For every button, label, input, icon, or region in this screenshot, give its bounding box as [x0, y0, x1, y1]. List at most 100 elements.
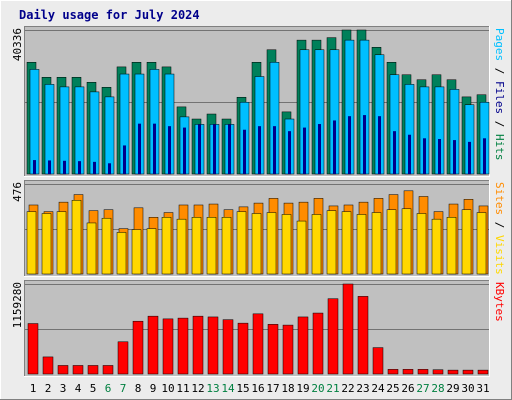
bar-kbytes-day-16 — [252, 313, 264, 375]
bar-kbytes-day-8 — [132, 320, 144, 375]
bar-pages-day-23 — [363, 115, 366, 174]
bar-visits-day-13 — [206, 217, 217, 275]
bar-visits-day-29 — [446, 217, 457, 275]
x-tick-label-day-25: 25 — [386, 382, 399, 395]
x-tick-label-day-14: 14 — [221, 382, 235, 395]
bar-kbytes-day-12 — [192, 315, 204, 375]
bar-visits-day-17 — [266, 212, 277, 275]
bar-pages-day-22 — [348, 116, 351, 174]
bar-pages-day-3 — [63, 160, 66, 174]
bar-kbytes-day-19 — [297, 316, 309, 375]
x-tick-label-day-3: 3 — [60, 382, 67, 395]
side-label-hits-files-pages-part-3: / — [493, 114, 506, 134]
bar-kbytes-day-4 — [72, 365, 84, 375]
bar-pages-day-7 — [123, 145, 126, 174]
bar-kbytes-day-31 — [477, 369, 489, 375]
x-tick-label-day-1: 1 — [30, 382, 37, 395]
bar-kbytes-day-15 — [237, 322, 249, 375]
bar-files-day-1 — [29, 69, 40, 175]
x-tick-label-day-17: 17 — [266, 382, 279, 395]
bar-kbytes-day-23 — [357, 296, 369, 375]
bar-kbytes-day-2 — [42, 356, 54, 375]
bar-visits-day-22 — [341, 211, 352, 275]
bar-pages-day-27 — [423, 138, 426, 174]
bar-pages-day-12 — [198, 124, 201, 174]
bar-kbytes-day-26 — [402, 369, 414, 375]
bar-kbytes-day-22 — [342, 283, 354, 375]
bar-kbytes-day-3 — [57, 365, 69, 375]
bar-visits-day-5 — [86, 222, 97, 275]
bar-visits-day-30 — [461, 209, 472, 275]
bar-visits-day-7 — [116, 232, 127, 275]
bar-kbytes-day-20 — [312, 312, 324, 375]
x-tick-label-day-12: 12 — [191, 382, 204, 395]
bar-kbytes-day-25 — [387, 369, 399, 375]
bar-files-day-4 — [74, 86, 85, 175]
bar-pages-day-13 — [213, 124, 216, 174]
x-tick-label-day-29: 29 — [446, 382, 459, 395]
bar-pages-day-29 — [453, 140, 456, 174]
bar-kbytes-day-10 — [162, 318, 174, 375]
bar-visits-day-23 — [356, 214, 367, 275]
bar-visits-day-9 — [146, 228, 157, 275]
bar-visits-day-28 — [431, 218, 442, 275]
x-tick-label-day-8: 8 — [135, 382, 142, 395]
x-tick-label-day-21: 21 — [326, 382, 339, 395]
x-tick-label-day-11: 11 — [176, 382, 189, 395]
bar-visits-day-15 — [236, 211, 247, 275]
bar-visits-day-26 — [401, 208, 412, 275]
chart-title: Daily usage for July 2024 — [19, 8, 200, 22]
bar-pages-day-9 — [153, 123, 156, 174]
ymax-label-hits-files-pages: 40336 — [11, 28, 24, 61]
bar-kbytes-day-11 — [177, 317, 189, 375]
bar-pages-day-16 — [258, 126, 261, 174]
bar-visits-day-25 — [386, 209, 397, 275]
x-tick-label-day-10: 10 — [161, 382, 174, 395]
x-tick-label-day-2: 2 — [45, 382, 52, 395]
bar-kbytes-day-13 — [207, 316, 219, 375]
bar-kbytes-day-5 — [87, 365, 99, 375]
bar-pages-day-28 — [438, 139, 441, 174]
x-tick-label-day-19: 19 — [296, 382, 309, 395]
bar-pages-day-5 — [93, 161, 96, 174]
bar-kbytes-day-1 — [27, 323, 39, 375]
bar-pages-day-4 — [78, 161, 81, 174]
bar-pages-day-19 — [303, 127, 306, 174]
bar-pages-day-24 — [378, 116, 381, 174]
x-tick-label-day-4: 4 — [75, 382, 82, 395]
bar-visits-day-12 — [191, 217, 202, 275]
bar-kbytes-day-29 — [447, 369, 459, 375]
bar-visits-day-4 — [71, 200, 82, 275]
bar-visits-day-19 — [296, 220, 307, 275]
x-tick-label-day-13: 13 — [206, 382, 219, 395]
x-tick-label-day-31: 31 — [476, 382, 489, 395]
bar-visits-day-2 — [41, 213, 52, 275]
side-label-kbytes-part-0: KBytes — [493, 282, 506, 322]
bar-pages-day-17 — [273, 126, 276, 174]
bar-visits-day-11 — [176, 218, 187, 275]
bar-pages-day-14 — [228, 124, 231, 174]
bar-pages-day-26 — [408, 134, 411, 174]
x-tick-label-day-22: 22 — [341, 382, 354, 395]
side-label-sites-visits-part-0: Sites — [493, 182, 506, 215]
bar-kbytes-day-7 — [117, 341, 129, 375]
bar-files-day-6 — [104, 96, 115, 175]
bar-kbytes-day-27 — [417, 369, 429, 375]
x-tick-label-day-26: 26 — [401, 382, 414, 395]
x-tick-label-day-18: 18 — [281, 382, 294, 395]
bar-kbytes-day-18 — [282, 324, 294, 375]
ymax-label-sites-visits: 476 — [11, 182, 24, 202]
bar-visits-day-10 — [161, 217, 172, 275]
side-label-hits-files-pages-part-1: / — [493, 61, 506, 81]
bar-kbytes-day-6 — [102, 365, 114, 375]
side-label-sites-visits-part-1: / — [493, 215, 506, 235]
x-tick-label-day-28: 28 — [431, 382, 444, 395]
bar-kbytes-day-14 — [222, 319, 234, 375]
side-label-kbytes: KBytes — [493, 282, 506, 322]
bar-pages-day-2 — [48, 160, 51, 174]
bar-pages-day-10 — [168, 126, 171, 174]
x-tick-label-day-16: 16 — [251, 382, 264, 395]
bar-visits-day-31 — [476, 212, 487, 275]
side-label-sites-visits: Sites / Visits — [493, 182, 506, 275]
